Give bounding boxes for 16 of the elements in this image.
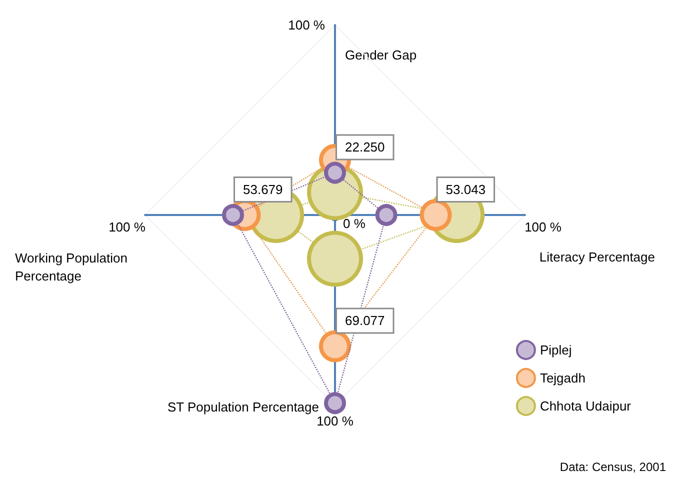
y-tick-label: 0 % [343, 216, 366, 231]
spoke-label: Literacy Percentage [539, 250, 655, 264]
data-label: 53.679 [243, 182, 283, 197]
spoke-label: Working Population Percentage [15, 250, 128, 284]
text: Data: Census, 2001 [560, 460, 666, 474]
spoke-label: ST Population Percentage [167, 400, 319, 414]
legend-label: Chhota Udaipur [540, 398, 632, 414]
text: 100 % [108, 220, 146, 234]
text: 100 % [316, 414, 354, 428]
legend-label: Piplej [540, 342, 572, 358]
legend-label: Tejgadh [540, 370, 586, 386]
data-label: 22.250 [345, 140, 385, 155]
spoke-label: Gender Gap [345, 48, 417, 62]
text: 100 % [524, 220, 562, 234]
data-label: 53.043 [446, 182, 486, 197]
data-label: 69.077 [345, 313, 385, 328]
